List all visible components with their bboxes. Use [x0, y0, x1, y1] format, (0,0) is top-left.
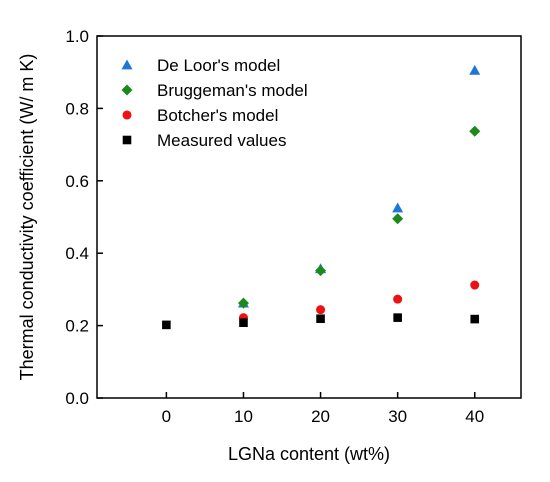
circle-data-point: [470, 280, 480, 290]
y-tick-label: 0.2: [65, 317, 89, 336]
legend-label: Measured values: [157, 131, 286, 150]
legend-square-marker: [122, 135, 132, 145]
y-tick-label: 0.8: [65, 99, 89, 118]
data-marks: [162, 64, 481, 330]
square-data-point: [239, 318, 248, 327]
plot-frame: [96, 35, 522, 399]
square-data-point: [316, 314, 325, 324]
legend-label: De Loor's model: [157, 56, 280, 75]
diamond-data-point: [315, 265, 327, 277]
legend: De Loor's model Bruggeman's model Botcher'…: [121, 56, 308, 150]
square-data-point: [470, 314, 480, 324]
legend-triangle-marker: [121, 59, 133, 70]
x-tick-label: 40: [465, 407, 484, 426]
y-axis-title: Thermal conductivity coefficient (W/ m K…: [17, 54, 37, 381]
triangle-data-point: [392, 202, 404, 213]
legend-label: Botcher's model: [157, 106, 278, 125]
axis-ticks: 0.0 0.2 0.4 0.6 0.8 1.0 0 10 20 30 40: [65, 27, 484, 426]
diamond-data-point: [237, 297, 249, 309]
y-tick-label: 0.4: [65, 244, 89, 263]
legend-circle-marker: [122, 110, 132, 120]
x-tick-label: 10: [234, 407, 253, 426]
x-tick-label: 20: [311, 407, 330, 426]
square-data-point: [162, 320, 171, 330]
circle-data-point: [316, 305, 326, 315]
diamond-data-point: [392, 213, 404, 225]
triangle-data-point: [469, 64, 481, 75]
square-data-point: [393, 313, 402, 322]
circle-data-point: [393, 294, 403, 304]
x-tick-label: 30: [388, 407, 407, 426]
x-tick-label: 0: [162, 407, 171, 426]
y-tick-label: 0.6: [65, 172, 89, 191]
y-tick-label: 0.0: [65, 389, 89, 408]
legend-label: Bruggeman's model: [157, 81, 308, 100]
y-tick-label: 1.0: [65, 27, 89, 46]
x-axis-title: LGNa content (wt%): [228, 444, 390, 464]
legend-diamond-marker: [121, 84, 133, 96]
diamond-data-point: [469, 125, 481, 137]
